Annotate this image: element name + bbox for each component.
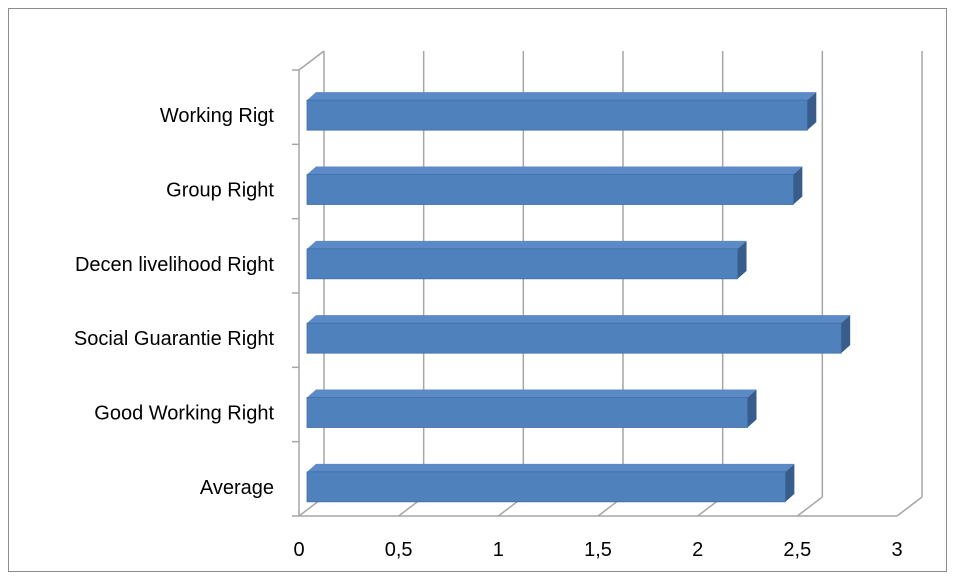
floor-grid-line: [796, 496, 823, 517]
category-label: Group Right: [166, 180, 274, 202]
bar-front-face: [306, 248, 738, 280]
bar-top-face: [307, 166, 803, 175]
bar: [306, 240, 747, 280]
floor-grid-line: [896, 496, 923, 517]
category-label: Average: [200, 477, 274, 499]
left-wall-top-edge: [298, 50, 325, 71]
bar-top-face: [307, 92, 817, 101]
bar-top-face: [307, 315, 851, 324]
bar-front-face: [306, 397, 748, 428]
bar: [306, 389, 757, 428]
bar: [306, 92, 817, 131]
category-label: Good Working Right: [94, 403, 274, 425]
x-tick-label: 2: [692, 539, 703, 561]
x-tick-label: 1: [493, 539, 504, 561]
bar-top-face: [307, 240, 747, 249]
bar: [306, 315, 851, 354]
bar-front-face: [306, 322, 842, 354]
x-tick-label: 0: [293, 539, 304, 561]
label-layer: Working Rigt Group Right Decen livelihood …: [74, 105, 903, 561]
category-label: Decen livelihood Right: [75, 254, 274, 276]
bar-side-face: [841, 315, 851, 354]
bar: [306, 166, 803, 205]
x-tick-label: 3: [891, 539, 902, 561]
x-tick-label: 0,5: [385, 539, 413, 561]
bar-side-face: [807, 92, 817, 131]
x-tick-label: 1,5: [584, 539, 612, 561]
bar-top-face: [307, 463, 795, 472]
bar: [306, 463, 795, 503]
category-label: Social Guarantie Right: [74, 328, 275, 350]
bar-side-face: [747, 389, 757, 428]
bar-front-face: [306, 174, 794, 205]
bar-front-face: [306, 99, 808, 131]
category-label: Working Rigt: [160, 105, 275, 127]
bar-layer: [306, 92, 851, 503]
x-tick-label: 2,5: [783, 539, 811, 561]
bar-side-face: [785, 463, 795, 502]
bar-front-face: [306, 471, 786, 503]
bar-side-face: [793, 166, 803, 205]
bar-side-face: [737, 240, 747, 279]
bar-top-face: [307, 389, 757, 398]
